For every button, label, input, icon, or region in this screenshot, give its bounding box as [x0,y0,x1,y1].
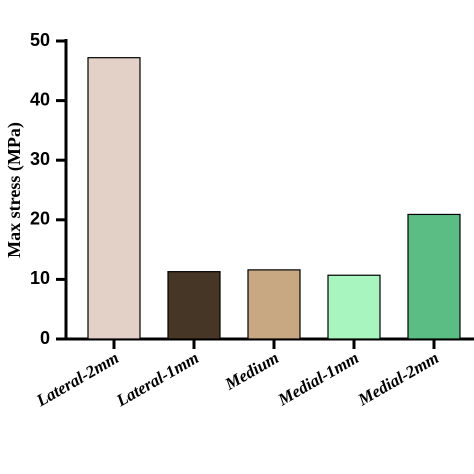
bar [407,213,461,340]
x-tick-label: Lateral-2mm [32,348,122,411]
y-axis-label: Max stress (MPa) [4,122,25,258]
x-tick-label: Medial-1mm [274,348,362,410]
x-tick-label: Medial-2mm [354,348,442,410]
y-tick-label: 0 [40,328,50,348]
y-tick-label: 10 [30,268,50,288]
bar [167,271,221,340]
y-tick-label: 20 [30,209,50,229]
y-tick-label: 40 [30,89,50,109]
bar [87,57,141,340]
y-tick-label: 50 [30,30,50,50]
bar [327,274,381,340]
bar [247,269,301,340]
y-tick-label: 30 [30,149,50,169]
x-tick-label: Medium [221,348,282,394]
x-tick-label: Lateral-1mm [112,348,202,411]
